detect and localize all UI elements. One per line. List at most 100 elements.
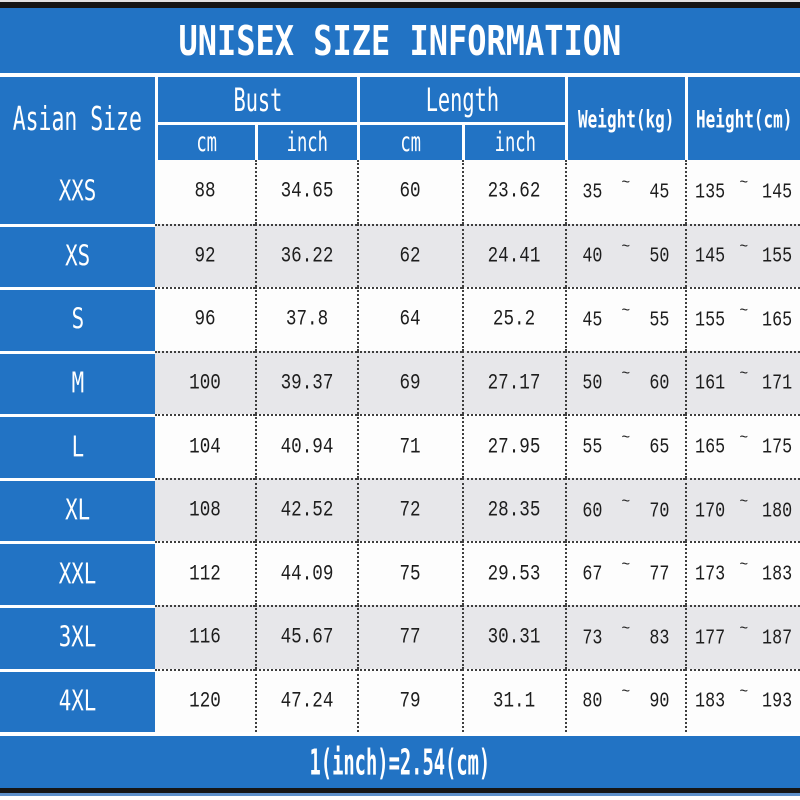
size-cell: M <box>0 350 155 415</box>
table-body: XXS 88 34.65 60 23.62 35 ~ 45 135 ~ 145 … <box>0 160 800 733</box>
header-group-length: Length cm inch <box>357 77 565 160</box>
weight-min-value: 50 <box>582 371 603 396</box>
range-tilde: ~ <box>739 365 748 384</box>
top-light-line <box>0 0 800 2</box>
table-row: XL 108 42.52 72 28.35 60 ~ 70 170 ~ 180 <box>0 477 800 542</box>
height-max-value: 180 <box>761 498 792 523</box>
bust-inch-cell: 40.94 <box>255 414 357 478</box>
bust-inch-value: 37.8 <box>285 307 329 333</box>
size-label: XXS <box>58 175 97 208</box>
height-max-value: 145 <box>761 179 792 204</box>
bust-cm-value: 112 <box>189 561 221 587</box>
range-tilde: ~ <box>621 429 631 448</box>
header-weight-label: Weight(kg) <box>578 104 675 133</box>
range-tilde: ~ <box>621 556 631 575</box>
length-inch-value: 24.41 <box>488 243 541 269</box>
weight-max-value: 70 <box>649 498 670 523</box>
length-cm-cell: 72 <box>357 477 462 542</box>
weight-cell: 60 ~ 70 <box>565 477 685 542</box>
bust-cm-cell: 112 <box>155 541 255 605</box>
length-cm-value: 71 <box>399 434 422 460</box>
weight-cell: 45 ~ 55 <box>565 287 685 351</box>
weight-cell: 55 ~ 65 <box>565 414 685 478</box>
bust-inch-value: 44.09 <box>280 561 334 587</box>
bust-cm-value: 96 <box>194 307 216 333</box>
length-cm-cell: 77 <box>357 604 462 669</box>
weight-min-value: 40 <box>582 244 603 269</box>
size-cell: 3XL <box>0 604 155 669</box>
length-cm-value: 77 <box>399 625 422 651</box>
bust-cm-value: 92 <box>194 243 216 269</box>
bust-inch-value: 34.65 <box>280 179 334 205</box>
length-cm-cell: 64 <box>357 287 462 351</box>
size-label: 4XL <box>58 685 97 718</box>
height-min-value: 170 <box>695 498 726 523</box>
header-asian-size: Asian Size <box>0 77 155 160</box>
bust-cm-value: 104 <box>189 434 221 460</box>
table-row: M 100 39.37 69 27.17 50 ~ 60 161 ~ 171 <box>0 350 800 415</box>
height-max-value: 187 <box>761 625 792 650</box>
weight-min-value: 60 <box>582 498 603 523</box>
length-inch-value: 25.2 <box>493 307 536 333</box>
bust-cm-cell: 96 <box>155 287 255 351</box>
length-cm-cell: 79 <box>357 668 462 733</box>
weight-cell: 40 ~ 50 <box>565 223 685 288</box>
weight-max-value: 60 <box>649 371 670 396</box>
bust-inch-cell: 44.09 <box>255 541 357 605</box>
bust-inch-value: 36.22 <box>280 243 334 269</box>
weight-max-value: 45 <box>649 179 670 204</box>
bust-inch-value: 39.37 <box>280 370 334 397</box>
bust-cm-cell: 88 <box>155 160 255 224</box>
range-tilde: ~ <box>621 619 631 638</box>
height-min-value: 145 <box>695 244 726 269</box>
table-row: S 96 37.8 64 25.2 45 ~ 55 155 ~ 165 <box>0 287 800 351</box>
range-tilde: ~ <box>739 238 748 257</box>
length-inch-value: 31.1 <box>493 688 536 714</box>
height-max-value: 155 <box>761 244 792 269</box>
header-length-label-cell: Length <box>360 77 565 122</box>
length-inch-cell: 30.31 <box>462 604 565 669</box>
bust-inch-value: 45.67 <box>280 625 334 651</box>
weight-min-value: 67 <box>582 562 603 587</box>
length-cm-value: 62 <box>399 243 422 269</box>
footer-gap <box>0 732 800 736</box>
height-min-value: 135 <box>695 179 726 204</box>
height-min-value: 173 <box>695 562 726 587</box>
range-tilde: ~ <box>621 238 631 257</box>
height-max-value: 171 <box>761 371 792 396</box>
bust-inch-value: 47.24 <box>280 688 334 714</box>
height-max-value: 183 <box>761 562 792 587</box>
header-bust-inch-label: inch <box>286 127 329 158</box>
header-bust-label-cell: Bust <box>158 77 357 122</box>
length-cm-value: 79 <box>399 688 422 714</box>
table-row: XXS 88 34.65 60 23.62 35 ~ 45 135 ~ 145 <box>0 160 800 224</box>
height-min-value: 165 <box>695 434 726 460</box>
bust-cm-cell: 92 <box>155 223 255 288</box>
header-length-label: Length <box>425 80 500 119</box>
header-bust-cm-label: cm <box>196 127 217 158</box>
table-row: L 104 40.94 71 27.95 55 ~ 65 165 ~ 175 <box>0 414 800 478</box>
length-cm-cell: 60 <box>357 160 462 224</box>
header-group-bust: Bust cm inch <box>155 77 357 160</box>
weight-min-value: 35 <box>582 179 603 204</box>
conversion-note: 1(inch)=2.54(cm) <box>309 740 491 784</box>
length-inch-value: 27.17 <box>488 370 541 397</box>
length-inch-value: 23.62 <box>488 179 541 205</box>
height-min-value: 155 <box>695 307 726 333</box>
top-black-bar <box>0 2 800 8</box>
size-cell: S <box>0 287 155 351</box>
bust-cm-value: 100 <box>189 370 221 397</box>
bust-inch-cell: 47.24 <box>255 668 357 733</box>
weight-max-value: 83 <box>649 625 670 650</box>
height-cell: 170 ~ 180 <box>685 477 800 542</box>
length-inch-cell: 31.1 <box>462 668 565 733</box>
length-inch-value: 29.53 <box>488 561 541 587</box>
bust-inch-cell: 39.37 <box>255 350 357 415</box>
range-tilde: ~ <box>621 173 631 192</box>
page-title: UNISEX SIZE INFORMATION <box>178 16 622 65</box>
length-inch-cell: 27.95 <box>462 414 565 478</box>
height-cell: 161 ~ 171 <box>685 350 800 415</box>
height-max-value: 165 <box>761 307 792 333</box>
height-cell: 177 ~ 187 <box>685 604 800 669</box>
bottom-black-bar <box>0 788 800 793</box>
